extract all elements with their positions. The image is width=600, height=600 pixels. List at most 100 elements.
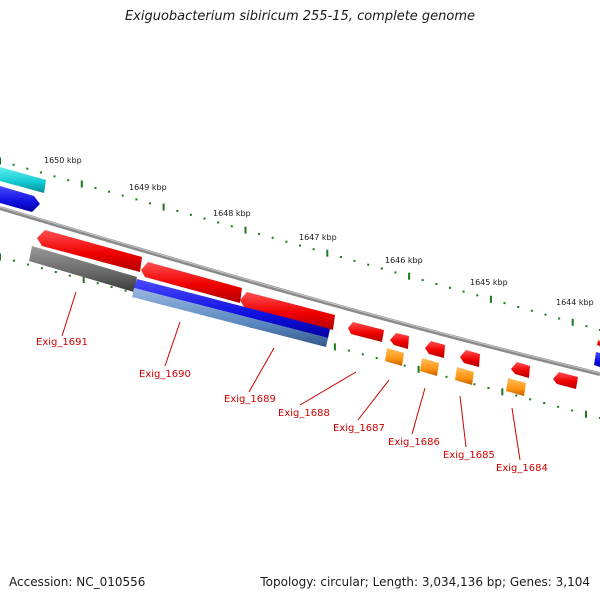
gene-red-edge[interactable]: [597, 340, 600, 346]
minor-tick: [68, 274, 71, 277]
gene-exig-1686[interactable]: [425, 341, 445, 358]
minor-tick: [515, 394, 518, 397]
minor-tick: [380, 267, 383, 270]
minor-tick: [517, 306, 520, 308]
gene-label[interactable]: Exig_1686: [388, 437, 440, 448]
minor-tick: [339, 256, 342, 258]
minor-tick: [571, 409, 574, 412]
map-title: Exiguobacterium sibiricum 255-15, comple…: [124, 9, 476, 24]
minor-tick: [421, 279, 424, 282]
minor-tick: [353, 259, 356, 262]
gene-exig-1684[interactable]: [511, 362, 530, 378]
gene-steel-track[interactable]: [132, 288, 328, 347]
minor-tick: [285, 240, 288, 243]
gene-orange-4[interactable]: [506, 378, 526, 396]
gene-orange-2[interactable]: [420, 358, 439, 376]
gene-label[interactable]: Exig_1684: [496, 463, 548, 474]
major-tick: [0, 253, 1, 261]
minor-tick: [543, 402, 546, 404]
minor-tick: [375, 357, 378, 360]
kbp-label: 1645 kbp: [470, 278, 508, 287]
minor-tick: [473, 383, 476, 386]
minor-tick: [367, 263, 370, 266]
minor-tick: [487, 387, 490, 389]
minor-tick: [96, 282, 99, 285]
minor-tick: [217, 221, 220, 224]
minor-tick: [149, 202, 151, 205]
gene-exig-1688[interactable]: [348, 322, 384, 342]
gene-exig-1687[interactable]: [390, 333, 409, 349]
major-tick: [0, 157, 1, 165]
major-tick: [82, 276, 85, 283]
minor-tick: [67, 179, 70, 182]
gene-gray[interactable]: [29, 246, 137, 292]
minor-tick: [124, 289, 127, 292]
gene-blue-track[interactable]: [134, 279, 330, 338]
minor-tick: [347, 349, 350, 352]
major-tick: [333, 343, 336, 351]
major-tick: [489, 295, 492, 303]
minor-tick: [135, 198, 138, 201]
minor-tick: [12, 163, 15, 166]
minor-tick: [449, 286, 451, 289]
minor-tick: [189, 213, 192, 216]
gene-blue-edge[interactable]: [594, 352, 600, 367]
kbp-label: 1644 kbp: [556, 298, 594, 307]
minor-tick: [53, 175, 56, 178]
gene-label[interactable]: Exig_1687: [333, 423, 385, 434]
minor-tick: [312, 248, 315, 251]
minor-tick: [557, 405, 560, 408]
gene-orange-1[interactable]: [385, 348, 404, 366]
minor-tick: [361, 353, 364, 356]
minor-tick: [271, 236, 274, 239]
minor-tick: [39, 171, 42, 174]
genome-backbone: [0, 206, 600, 376]
gene-label[interactable]: Exig_1690: [139, 369, 191, 380]
gene-red-small[interactable]: [553, 372, 578, 389]
topology-info: Topology: circular; Length: 3,034,136 bp…: [260, 575, 590, 589]
minor-tick: [476, 294, 479, 297]
genome-backbone-highlight: [0, 206, 600, 374]
minor-tick: [94, 186, 97, 189]
gene-exig-1691[interactable]: [37, 230, 142, 272]
minor-tick: [110, 286, 113, 288]
major-tick: [571, 318, 574, 326]
major-tick: [408, 272, 411, 280]
major-tick: [417, 365, 420, 373]
kbp-label: 1646 kbp: [385, 256, 423, 265]
minor-tick: [299, 244, 301, 247]
minor-tick: [26, 167, 29, 170]
label-leader-lines: [61, 291, 521, 461]
minor-tick: [26, 263, 29, 266]
major-tick: [244, 226, 247, 234]
minor-tick: [445, 375, 448, 378]
minor-tick: [121, 194, 124, 197]
kbp-label: 1648 kbp: [213, 209, 251, 218]
minor-tick: [13, 259, 15, 262]
minor-tick: [230, 225, 233, 228]
minor-tick: [503, 302, 506, 305]
minor-tick: [544, 313, 547, 316]
gene-cyan[interactable]: [0, 167, 46, 193]
minor-tick: [558, 317, 561, 320]
gene-exig-1685[interactable]: [460, 350, 480, 367]
accession-info: Accession: NC_010556: [9, 575, 146, 589]
gene-orange-3[interactable]: [455, 367, 474, 385]
gene-label[interactable]: Exig_1689: [224, 394, 276, 405]
minor-tick: [54, 271, 57, 273]
gene-label[interactable]: Exig_1685: [443, 450, 495, 461]
gene-exig-1689[interactable]: [240, 292, 335, 330]
kbp-label: 1649 kbp: [129, 183, 167, 192]
gene-label[interactable]: Exig_1688: [278, 408, 330, 419]
minor-tick: [530, 309, 533, 312]
gene-blue-arrow[interactable]: [0, 186, 40, 212]
minor-tick: [435, 282, 438, 285]
gene-label[interactable]: Exig_1691: [36, 337, 88, 348]
gene-exig-1690[interactable]: [141, 262, 242, 303]
major-tick: [162, 203, 165, 211]
minor-tick: [40, 267, 43, 270]
minor-tick: [394, 271, 397, 274]
kbp-label: 1647 kbp: [299, 233, 337, 242]
